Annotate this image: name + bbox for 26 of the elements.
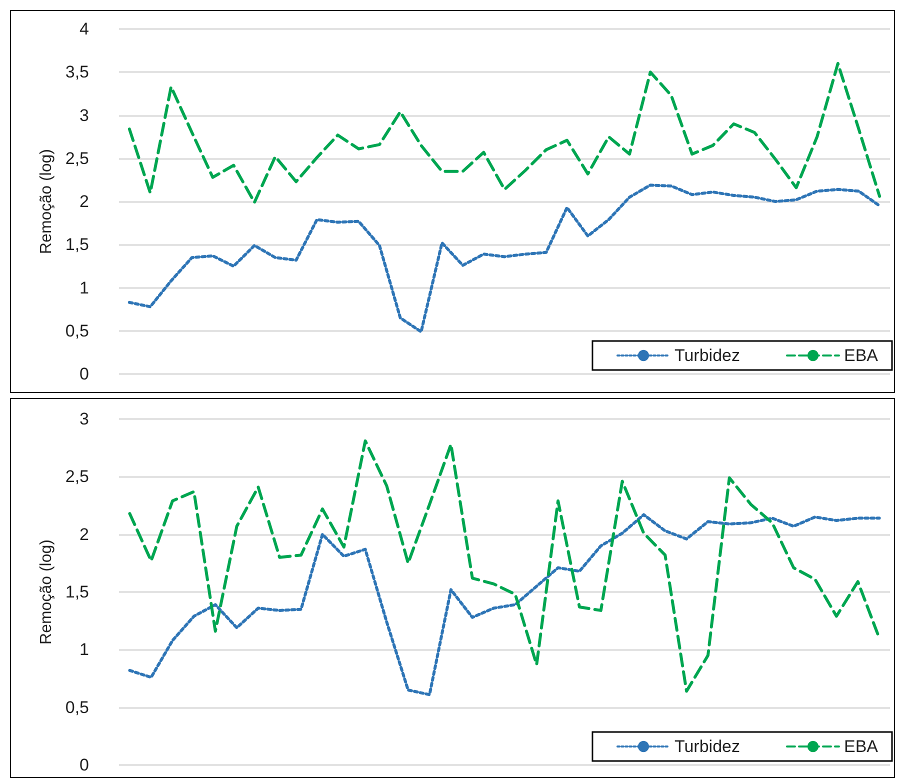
y-tick-label: 0 (80, 756, 89, 774)
y-tick-label: 0,5 (65, 698, 89, 717)
y-tick-label: 3 (80, 106, 89, 125)
legend-label: Turbidez (674, 346, 740, 365)
y-tick-label: 2 (80, 192, 89, 211)
y-tick-label: 1,5 (65, 235, 89, 254)
y-tick-label: 4 (80, 20, 89, 38)
y-tick-label: 3,5 (65, 62, 89, 82)
legend-label: EBA (844, 346, 879, 365)
y-tick-label: 0 (80, 364, 89, 384)
y-tick-label: 3 (80, 410, 89, 428)
y-tick-label: 2 (80, 524, 89, 544)
line-series (128, 184, 882, 334)
legend-label: Turbidez (674, 737, 740, 756)
y-tick-label: 1,5 (65, 582, 89, 602)
y-axis-title: Remoção (log) (38, 149, 55, 254)
line-series (128, 439, 881, 693)
y-axis-title: Remoção (log) (38, 540, 55, 644)
y-tick-label: 2,5 (65, 467, 89, 486)
y-tick-label: 2,5 (65, 148, 89, 168)
line-series (128, 513, 881, 696)
y-tick-label: 0,5 (65, 321, 89, 340)
y-tick-label: 1 (80, 278, 89, 298)
y-tick-label: 1 (80, 640, 89, 660)
legend-label: EBA (844, 737, 879, 756)
line-series (128, 62, 882, 204)
